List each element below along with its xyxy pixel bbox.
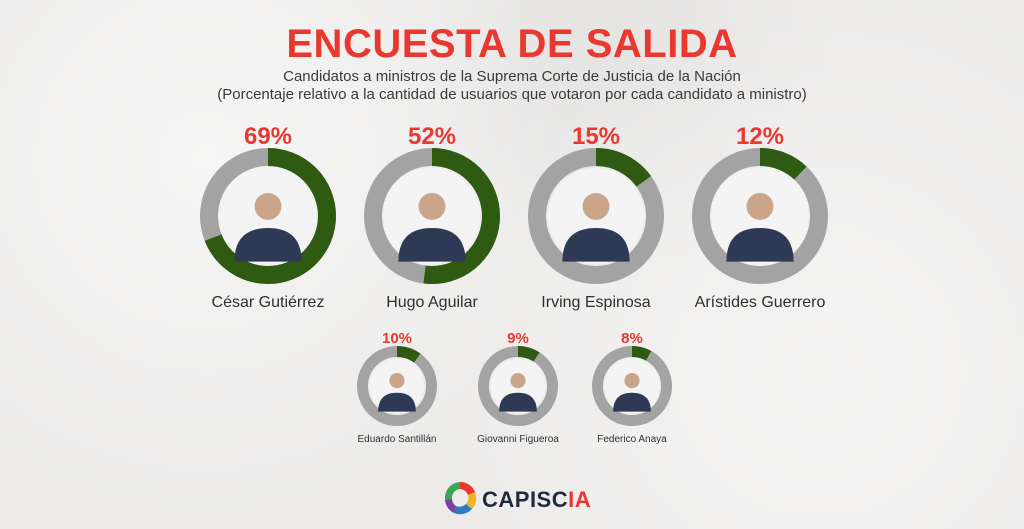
person-silhouette-icon xyxy=(234,192,302,262)
percent-label: 10% xyxy=(381,330,413,347)
donut-value-arc xyxy=(364,148,500,284)
candidate-name: Arístides Guerrero xyxy=(694,294,826,311)
donut-value-arc xyxy=(478,346,558,426)
donut-chart xyxy=(364,148,500,284)
capiscia-logo: CAPISCIA xyxy=(442,478,592,522)
person-silhouette-icon xyxy=(562,192,630,262)
donut-chart xyxy=(592,346,672,426)
percent-label: 12% xyxy=(735,123,785,150)
logo-text-accent: IA xyxy=(568,487,592,512)
candidate-2: 15% Irving Espinosa xyxy=(498,124,694,312)
logo-mark-icon xyxy=(444,481,477,515)
percent-label: 52% xyxy=(407,123,457,150)
candidate-1: 52% Hugo Aguilar xyxy=(334,124,530,312)
candidate-name: Irving Espinosa xyxy=(541,294,651,311)
candidate-name: Federico Anaya xyxy=(597,434,667,445)
person-silhouette-icon xyxy=(499,373,537,412)
person-silhouette-icon xyxy=(398,192,466,262)
percent-label: 9% xyxy=(507,330,529,347)
page-title: ENCUESTA DE SALIDA xyxy=(286,22,738,66)
candidate-name: Giovanni Figueroa xyxy=(477,434,559,445)
percent-label: 8% xyxy=(621,330,643,347)
candidate-0: 69% César Gutiérrez xyxy=(170,124,366,312)
subtitle-line-1: Candidatos a ministros de la Suprema Cor… xyxy=(283,68,741,85)
donut-chart xyxy=(357,346,437,426)
donut-value-arc xyxy=(592,346,672,426)
donut-chart xyxy=(478,346,558,426)
person-silhouette-icon xyxy=(726,192,794,262)
person-silhouette-icon xyxy=(378,373,416,412)
subtitle-line-2: (Porcentaje relativo a la cantidad de us… xyxy=(217,86,807,103)
candidate-4: 10% Eduardo Santillán xyxy=(327,330,467,445)
donut-value-arc xyxy=(692,148,828,284)
candidate-3: 12% Arístides Guerrero xyxy=(662,124,858,312)
person-silhouette-icon xyxy=(613,373,651,412)
candidate-name: César Gutiérrez xyxy=(211,294,325,311)
logo-text: CAPISCIA xyxy=(482,487,591,513)
percent-label: 69% xyxy=(243,123,293,150)
logo-text-main: CAPISC xyxy=(482,487,569,512)
donut-value-arc xyxy=(528,148,664,284)
donut-value-arc xyxy=(200,148,336,284)
donut-chart xyxy=(528,148,664,284)
donut-chart xyxy=(692,148,828,284)
donut-chart xyxy=(200,148,336,284)
donut-value-arc xyxy=(357,346,437,426)
candidate-5: 9% Giovanni Figueroa xyxy=(448,330,588,445)
candidate-name: Eduardo Santillán xyxy=(357,434,437,445)
candidate-6: 8% Federico Anaya xyxy=(562,330,702,445)
candidate-name: Hugo Aguilar xyxy=(386,294,478,311)
percent-label: 15% xyxy=(571,123,621,150)
